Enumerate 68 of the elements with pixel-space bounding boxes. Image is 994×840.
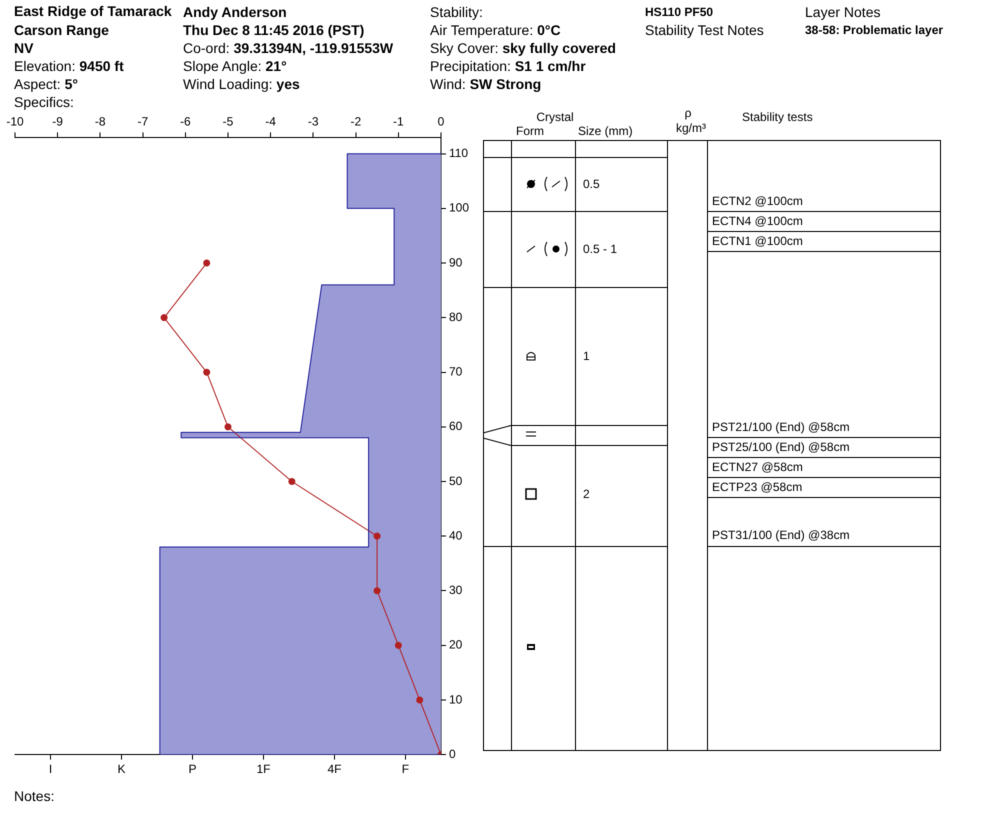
text: Aspect: 5° xyxy=(14,76,78,92)
text: ECTN27 @58cm xyxy=(712,459,803,475)
x-tick-label: I xyxy=(48,762,52,776)
x2-tick-label: -2 xyxy=(350,114,362,129)
y-tick-label: 110 xyxy=(448,146,468,160)
x-tick-label: P xyxy=(188,762,196,776)
x2-tick-label: -3 xyxy=(308,114,319,129)
text: Crystal xyxy=(535,109,575,125)
y-tick-label: 0 xyxy=(448,746,456,761)
text: Andy Anderson xyxy=(183,4,287,20)
text: ECTP23 @58cm xyxy=(712,479,802,495)
text: PST21/100 (End) @58cm xyxy=(712,419,850,435)
text: Stability: xyxy=(430,4,483,20)
text: Wind: SW Strong xyxy=(430,76,542,92)
y-tick-label: 40 xyxy=(448,528,463,542)
x2-tick-label: -7 xyxy=(137,114,148,129)
y-tick-label: 60 xyxy=(448,419,463,434)
text: NV xyxy=(14,40,34,56)
x2-tick-label: -4 xyxy=(265,114,276,129)
text: Stability tests xyxy=(742,109,813,125)
text: Specifics: xyxy=(14,94,74,110)
x-tick-label: F xyxy=(402,762,410,776)
text: Form xyxy=(516,124,544,139)
text: ECTN4 @100cm xyxy=(712,213,803,229)
x2-tick-label: -5 xyxy=(222,114,234,129)
text: kg/m³ xyxy=(676,120,706,136)
text: Notes: xyxy=(14,788,54,804)
text: ρ xyxy=(684,105,692,121)
text: Size (mm) xyxy=(578,123,633,139)
text: 38-58: Problematic layer xyxy=(805,23,944,37)
x2-tick-label: -1 xyxy=(393,114,404,129)
x2-tick-label: -6 xyxy=(180,114,192,129)
x2-tick-label: -9 xyxy=(52,114,64,129)
text: Precipitation: S1 1 cm/hr xyxy=(430,58,586,74)
text: 0.5 xyxy=(583,176,600,192)
y-tick-label: 30 xyxy=(448,583,463,598)
text: HS110 PF50 xyxy=(645,5,714,19)
text: Sky Cover: sky fully covered xyxy=(430,40,616,56)
x-tick-label: K xyxy=(117,762,126,776)
y-tick-label: 20 xyxy=(448,638,463,652)
text: Elevation: 9450 ft xyxy=(14,58,124,74)
x2-tick-label: 0 xyxy=(438,114,445,129)
chart-title: East Ridge of Tamarack xyxy=(14,3,172,19)
text: Slope Angle: 21° xyxy=(183,58,287,74)
text: PST31/100 (End) @38cm xyxy=(712,527,850,543)
x-tick-label: 4F xyxy=(327,762,342,776)
y-tick-label: 70 xyxy=(448,364,463,379)
y-tick-label: 50 xyxy=(448,474,463,488)
text: 0.5 - 1 xyxy=(583,241,618,257)
text: ECTN1 @100cm xyxy=(712,233,803,249)
y-tick-label: 90 xyxy=(448,255,463,270)
text: PST25/100 (End) @58cm xyxy=(712,439,850,455)
text: 2 xyxy=(583,486,590,502)
text: Stability Test Notes xyxy=(645,22,764,38)
text: Carson Range xyxy=(14,22,109,38)
y-tick-label: 100 xyxy=(448,200,470,215)
x2-tick-label: -8 xyxy=(94,114,106,129)
y-tick-label: 80 xyxy=(448,310,463,324)
text: Air Temperature: 0°C xyxy=(430,22,561,38)
y-tick-label: 10 xyxy=(448,692,463,706)
x-tick-label: 1F xyxy=(256,762,270,776)
text: Wind Loading: yes xyxy=(183,76,300,92)
text: Layer Notes xyxy=(805,4,880,20)
text: ECTN2 @100cm xyxy=(712,193,803,209)
text: Co-ord: 39.31394N, -119.91553W xyxy=(183,40,394,56)
x2-tick-label: -10 xyxy=(6,114,24,129)
text: 1 xyxy=(583,348,590,364)
text: Thu Dec 8 11:45 2016 (PST) xyxy=(183,22,364,38)
